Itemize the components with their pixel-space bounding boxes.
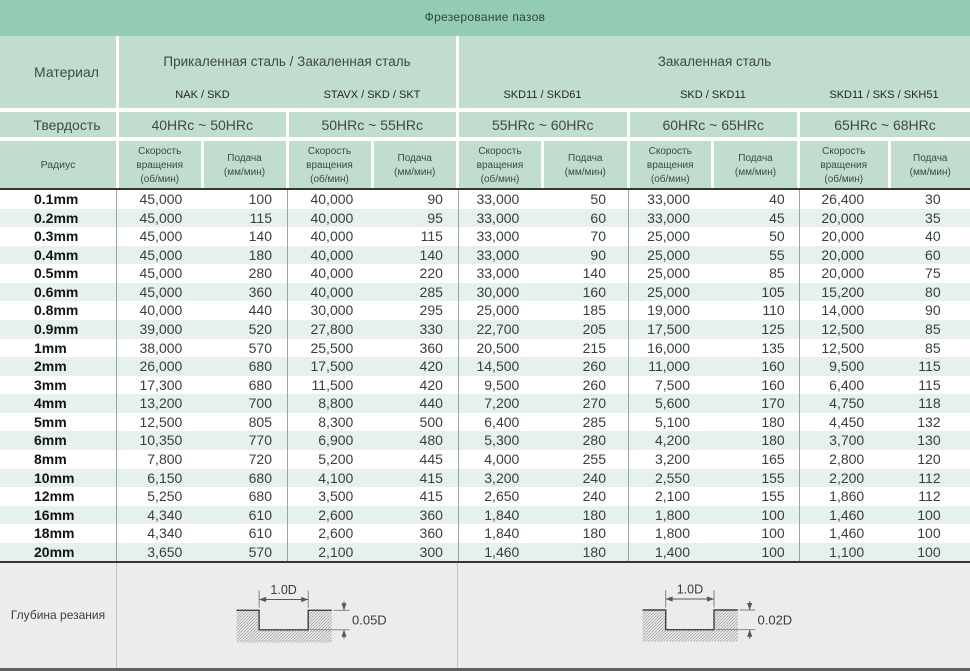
svg-text:0.02D: 0.02D — [758, 612, 793, 627]
svg-text:1.0D: 1.0D — [677, 583, 703, 597]
svg-text:0.05D: 0.05D — [352, 613, 387, 628]
svg-text:1.0D: 1.0D — [270, 583, 296, 597]
